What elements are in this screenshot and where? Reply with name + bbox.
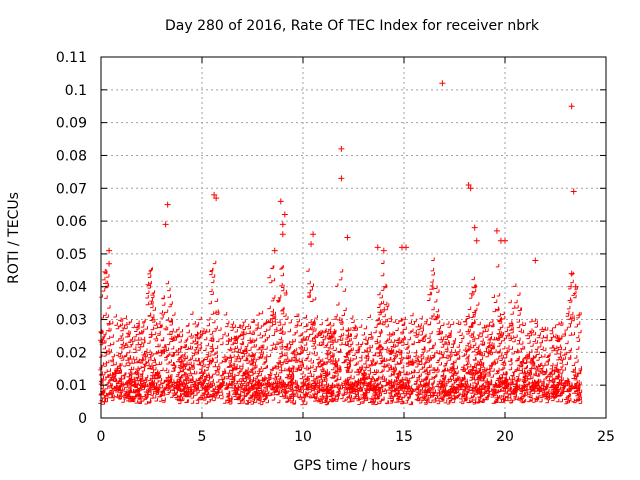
plot-border [100, 56, 607, 419]
scatter-point [403, 244, 410, 251]
x-tick-label: 20 [496, 429, 514, 445]
scatter-point [380, 247, 387, 254]
data-points [98, 80, 583, 406]
tick-labels: 0 5 10 15 20 25 0 0.01 0.02 0.03 0.04 0.05 0.06 0.07 0… [56, 50, 615, 445]
scatter-point [473, 237, 480, 244]
scatter-point [344, 234, 351, 241]
scatter-point [213, 195, 220, 202]
y-tick-label: 0.1 [65, 83, 87, 99]
y-tick-label: 0.04 [56, 280, 87, 296]
scatter-point [570, 188, 577, 195]
x-axis-label: GPS time / hours [293, 458, 410, 474]
scatter-point [374, 244, 381, 251]
scatter-point [162, 221, 169, 228]
y-tick-label: 0.06 [56, 214, 87, 230]
scatter-point [106, 260, 113, 267]
scatter-point [164, 201, 171, 208]
scatter-point [568, 270, 575, 277]
scatter-point [467, 185, 474, 192]
y-tick-label: 0.05 [56, 247, 87, 263]
x-tick-label: 10 [294, 429, 312, 445]
y-tick-label: 0 [78, 411, 87, 427]
x-tick-label: 15 [395, 429, 413, 445]
scatter-point [439, 80, 446, 87]
scatter-point [277, 198, 284, 205]
x-tick-label: 25 [597, 429, 615, 445]
scatter-point [211, 191, 218, 198]
scatter-point [338, 145, 345, 152]
scatter-point [572, 283, 579, 290]
y-axis-label: ROTI / TECUs [6, 192, 22, 284]
y-tick-label: 0.01 [56, 378, 87, 394]
scatter-point [279, 231, 286, 238]
scatter-point [271, 247, 278, 254]
y-tick-label: 0.11 [56, 50, 87, 66]
y-tick-label: 0.09 [56, 116, 87, 132]
axes-frame [100, 56, 607, 419]
scatter-point [532, 257, 539, 264]
scatter-point [106, 247, 113, 254]
scatter-point [471, 224, 478, 231]
scatter-point [568, 103, 575, 110]
scatter-point [310, 231, 317, 238]
x-tick-label: 0 [97, 429, 106, 445]
scatter-point [308, 241, 315, 248]
chart-title: Day 280 of 2016, Rate Of TEC Index for r… [165, 18, 540, 34]
y-tick-label: 0.03 [56, 313, 87, 329]
x-tick-label: 5 [198, 429, 207, 445]
scatter-point [493, 227, 500, 234]
scatter-point [338, 175, 345, 182]
y-tick-label: 0.02 [56, 345, 87, 361]
scatter-point [279, 221, 286, 228]
scatter-point [281, 211, 288, 218]
y-tick-label: 0.08 [56, 148, 87, 164]
scatter-point [502, 237, 508, 244]
tick-marks [100, 56, 607, 419]
scatter-point [465, 181, 472, 188]
y-tick-label: 0.07 [56, 181, 87, 197]
grid-lines [101, 57, 606, 418]
